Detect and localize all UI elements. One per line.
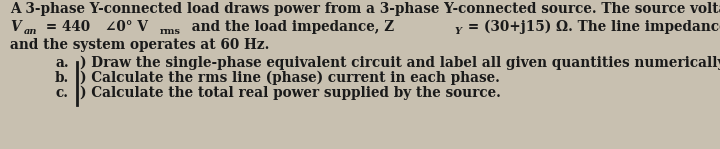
Text: ∠0° V: ∠0° V <box>104 20 148 34</box>
Text: c.: c. <box>55 86 68 100</box>
Text: ) Calculate the total real power supplied by the source.: ) Calculate the total real power supplie… <box>80 86 501 100</box>
Text: ) Calculate the rms line (phase) current in each phase.: ) Calculate the rms line (phase) current… <box>80 71 500 85</box>
Text: b.: b. <box>55 71 69 85</box>
Text: a.: a. <box>55 56 68 70</box>
Text: V: V <box>10 20 21 34</box>
Text: ) Draw the single-phase equivalent circuit and label all given quantities numeri: ) Draw the single-phase equivalent circu… <box>80 56 720 70</box>
Text: = (30+j15) Ω. The line impedance, Z: = (30+j15) Ω. The line impedance, Z <box>464 20 720 34</box>
Text: rms: rms <box>160 27 181 36</box>
Text: and the system operates at 60 Hz.: and the system operates at 60 Hz. <box>10 38 269 52</box>
Text: A 3-phase Y-connected load draws power from a 3-phase Y-connected source. The so: A 3-phase Y-connected load draws power f… <box>10 2 720 16</box>
Text: = 440: = 440 <box>41 20 90 34</box>
Text: and the load impedance, Z: and the load impedance, Z <box>187 20 395 34</box>
Text: Y: Y <box>454 27 462 36</box>
Text: an: an <box>24 27 37 36</box>
